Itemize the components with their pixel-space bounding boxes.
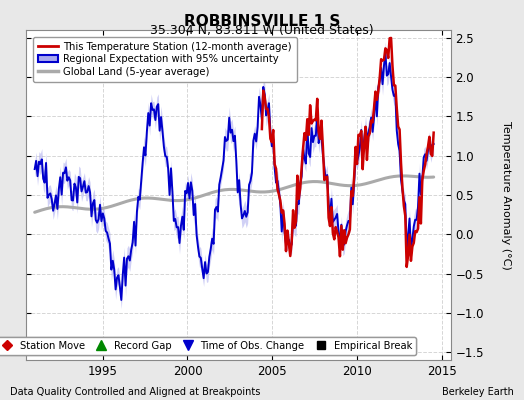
Y-axis label: Temperature Anomaly (°C): Temperature Anomaly (°C) xyxy=(500,121,511,269)
Legend: Station Move, Record Gap, Time of Obs. Change, Empirical Break: Station Move, Record Gap, Time of Obs. C… xyxy=(0,337,416,355)
Text: Data Quality Controlled and Aligned at Breakpoints: Data Quality Controlled and Aligned at B… xyxy=(10,387,261,397)
Text: ROBBINSVILLE 1 S: ROBBINSVILLE 1 S xyxy=(184,14,340,29)
Text: Berkeley Earth: Berkeley Earth xyxy=(442,387,514,397)
Text: 35.304 N, 83.811 W (United States): 35.304 N, 83.811 W (United States) xyxy=(150,24,374,37)
